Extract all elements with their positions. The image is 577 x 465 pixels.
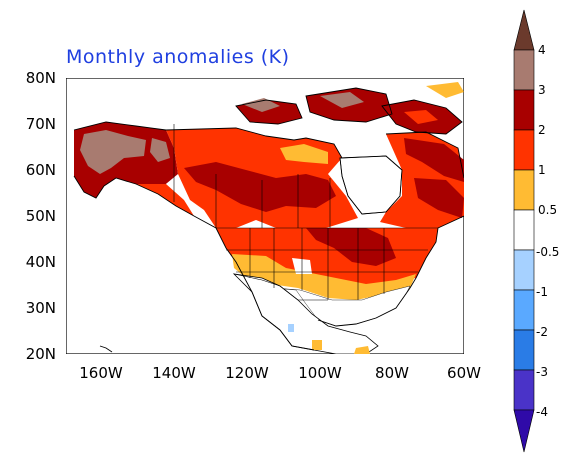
lat-label-40n: 40N — [25, 253, 56, 271]
arctic-islands — [236, 82, 464, 134]
colorbar-swatch-05-1 — [513, 169, 535, 211]
anomaly-map — [66, 78, 464, 354]
lon-label-80w: 80W — [375, 364, 409, 382]
lat-label-70n: 70N — [25, 115, 56, 133]
colorbar-bottom-arrow — [513, 409, 535, 453]
lon-label-120w: 120W — [225, 364, 269, 382]
coastlines — [73, 87, 464, 353]
colorbar-label-3: 3 — [538, 83, 546, 97]
colorbar-swatch-3-4 — [513, 49, 535, 91]
political-borders — [173, 124, 438, 301]
lat-label-60n: 60N — [25, 161, 56, 179]
colorbar-swatch-1-2 — [513, 129, 535, 171]
lat-label-50n: 50N — [25, 207, 56, 225]
lon-label-100w: 100W — [298, 364, 342, 382]
lon-label-140w: 140W — [152, 364, 196, 382]
colorbar-swatch-neutral — [513, 209, 535, 251]
colorbar-swatch-2-3 — [513, 89, 535, 131]
united-states — [216, 228, 438, 327]
lat-label-80n: 80N — [25, 69, 56, 87]
colorbar-top-arrow — [513, 9, 535, 51]
colorbar-swatch-neg2-neg3 — [513, 329, 535, 371]
alaska-region — [74, 122, 194, 216]
canada-east — [380, 132, 464, 228]
colorbar-label-2: 2 — [538, 123, 546, 137]
colorbar-label-neg-3: -3 — [536, 365, 548, 379]
lat-label-20n: 20N — [25, 345, 56, 363]
colorbar-swatch-neg3-neg4 — [513, 369, 535, 411]
colorbar-swatch-neg05-neg1 — [513, 249, 535, 291]
colorbar-label-neg-1: -1 — [536, 285, 548, 299]
map-title: Monthly anomalies (K) — [66, 46, 290, 68]
lon-label-60w: 60W — [447, 364, 481, 382]
colorbar: 4 3 2 1 0.5 -0.5 -1 -2 -3 -4 — [513, 9, 559, 453]
colorbar-label-1: 1 — [538, 163, 546, 177]
colorbar-label-neg-0-5: -0.5 — [536, 245, 559, 259]
lat-label-30n: 30N — [25, 299, 56, 317]
colorbar-label-0-5: 0.5 — [538, 203, 557, 217]
colorbar-label-4: 4 — [538, 43, 546, 57]
colorbar-label-neg-2: -2 — [536, 325, 548, 339]
colorbar-label-neg-4: -4 — [536, 405, 548, 419]
lon-label-160w: 160W — [79, 364, 123, 382]
colorbar-swatch-neg1-neg2 — [513, 289, 535, 331]
